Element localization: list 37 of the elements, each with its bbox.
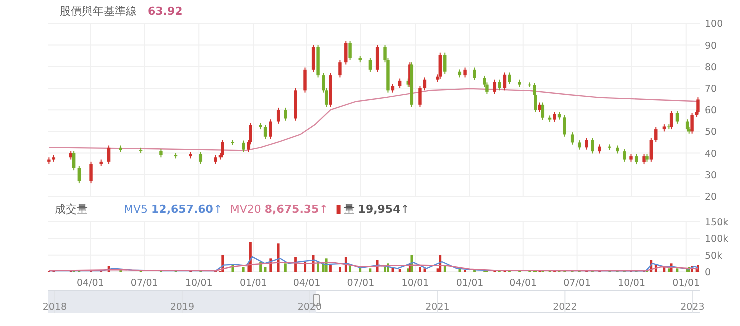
text: MV5 12,657.60↑: [124, 203, 223, 216]
y-tick-label: 90: [705, 40, 718, 52]
text: 63.92: [148, 5, 183, 18]
y-tick-label: 150k: [705, 218, 730, 228]
x-tick-label: 07/01: [347, 278, 375, 289]
x-tick-label: 10/01: [618, 278, 646, 289]
y-tick-label: 40: [705, 148, 718, 160]
x-tick-label: 10/01: [402, 278, 430, 289]
x2-tick-label: 2019: [170, 302, 195, 313]
x-tick-label: 01/01: [672, 278, 700, 289]
x-tick-label: 07/01: [130, 278, 158, 289]
x-tick-label: 07/01: [564, 278, 591, 289]
chart-title: 股價與年基準線: [60, 5, 137, 18]
x2-tick-label: 2021: [426, 302, 450, 313]
y-tick-label: 20: [705, 192, 718, 203]
legend-label: 量 19,954↑: [344, 203, 410, 216]
x-tick-label: 10/01: [185, 278, 213, 289]
y-tick-label: 80: [705, 62, 718, 74]
y-tick-label: 50k: [705, 250, 724, 262]
y-tick-label: 100: [705, 19, 724, 30]
y-tick-label: 50: [705, 127, 718, 138]
x-tick-label: 04/01: [510, 278, 538, 289]
y-tick-label: 60: [705, 106, 718, 117]
x2-tick-label: 2023: [680, 302, 705, 313]
y-tick-label: 100k: [705, 234, 730, 246]
chart-title: 成交量: [55, 203, 88, 216]
y-tick-label: 30: [705, 170, 718, 182]
x-tick-label: 04/01: [76, 278, 104, 289]
text: MV20 8,675.35↑: [230, 203, 328, 216]
x-tick-label: 01/01: [240, 278, 268, 289]
y-tick-label: 0: [705, 268, 712, 278]
x-tick-label: 04/01: [293, 278, 321, 289]
x2-tick-label: 2022: [553, 302, 578, 313]
x2-tick-label: 2020: [298, 302, 322, 313]
x-tick-label: 01/01: [456, 278, 484, 289]
y-tick-label: 70: [705, 84, 718, 95]
x2-tick-label: 2018: [42, 302, 68, 313]
